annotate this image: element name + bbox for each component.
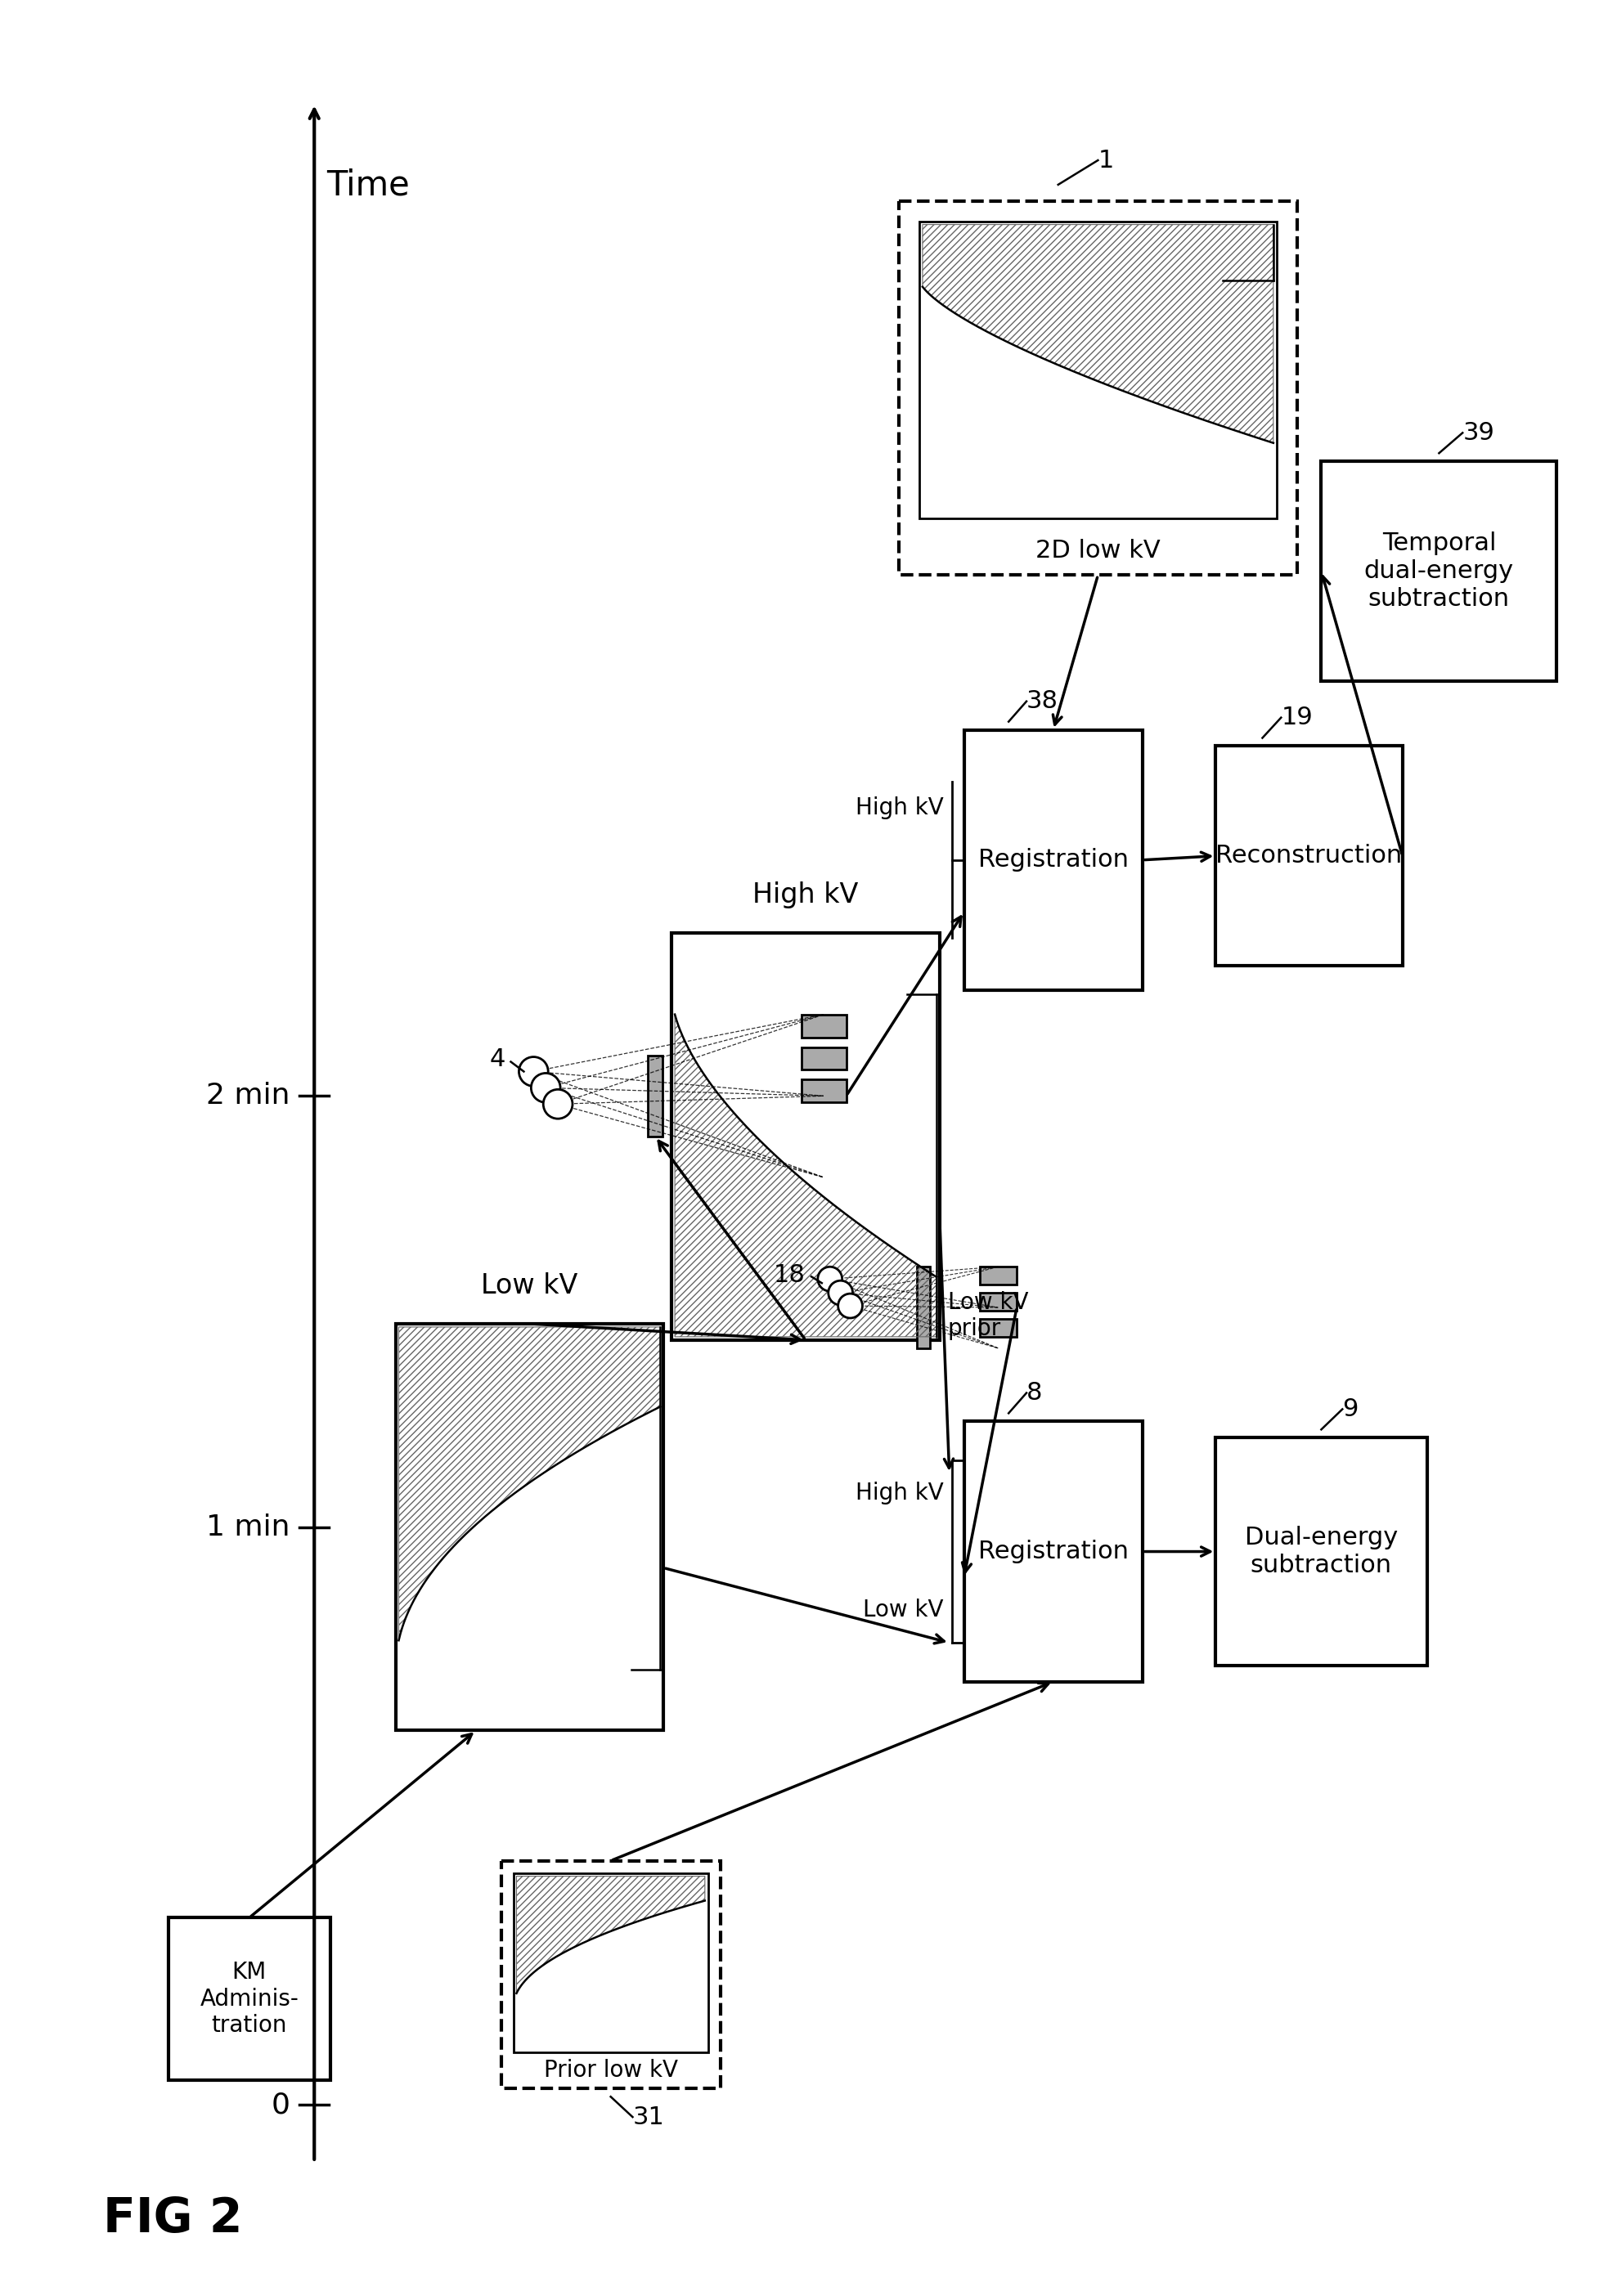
Text: High kV: High kV xyxy=(855,1481,943,1504)
Text: 39: 39 xyxy=(1463,420,1495,445)
Text: 0: 0 xyxy=(272,2092,289,2119)
Text: Low kV: Low kV xyxy=(481,1272,577,1300)
Text: Low kV: Low kV xyxy=(863,1598,943,1621)
Text: Reconstruction: Reconstruction xyxy=(1215,845,1402,868)
Text: Temporal
dual-energy
subtraction: Temporal dual-energy subtraction xyxy=(1364,533,1514,611)
Bar xyxy=(513,1874,708,2053)
Text: High kV: High kV xyxy=(753,882,859,909)
Bar xyxy=(648,1056,662,1137)
Text: KM
Adminis-
tration: KM Adminis- tration xyxy=(200,1961,299,2037)
Text: Time: Time xyxy=(326,168,409,202)
Circle shape xyxy=(544,1088,572,1118)
Text: Low kV
prior: Low kV prior xyxy=(948,1290,1028,1341)
Bar xyxy=(395,1325,664,1731)
Circle shape xyxy=(520,1056,548,1086)
Text: Registration: Registration xyxy=(979,847,1129,872)
Bar xyxy=(672,932,940,1341)
Text: 31: 31 xyxy=(633,2105,665,2128)
Text: 2 min: 2 min xyxy=(206,1081,289,1109)
Text: 9: 9 xyxy=(1343,1398,1358,1421)
Circle shape xyxy=(838,1293,862,1318)
Circle shape xyxy=(817,1267,843,1290)
Bar xyxy=(899,202,1297,576)
Bar xyxy=(916,1267,931,1348)
Text: 4: 4 xyxy=(489,1047,505,1072)
Text: 8: 8 xyxy=(1027,1380,1043,1405)
Bar xyxy=(980,1318,1017,1336)
Bar xyxy=(1215,1437,1426,1665)
Text: Prior low kV: Prior low kV xyxy=(544,2060,678,2082)
Bar xyxy=(980,1267,1017,1286)
Bar xyxy=(168,1917,331,2080)
Bar xyxy=(980,1293,1017,1311)
Circle shape xyxy=(531,1072,560,1102)
Text: 1 min: 1 min xyxy=(206,1513,289,1541)
Text: Registration: Registration xyxy=(979,1541,1129,1564)
Bar xyxy=(964,730,1143,990)
Text: 1: 1 xyxy=(1099,149,1115,172)
Bar xyxy=(500,1860,720,2089)
Text: High kV: High kV xyxy=(855,797,943,820)
Text: 19: 19 xyxy=(1281,705,1313,730)
Bar xyxy=(801,1015,846,1038)
Bar xyxy=(1321,461,1557,682)
Bar xyxy=(801,1047,846,1070)
Text: 18: 18 xyxy=(774,1263,806,1286)
Text: 2D low kV: 2D low kV xyxy=(1036,540,1161,563)
Circle shape xyxy=(828,1281,852,1304)
Text: 38: 38 xyxy=(1027,689,1059,714)
Bar xyxy=(964,1421,1143,1681)
Bar xyxy=(919,220,1276,519)
Text: Dual-energy
subtraction: Dual-energy subtraction xyxy=(1244,1527,1398,1577)
Bar xyxy=(801,1079,846,1102)
Text: FIG 2: FIG 2 xyxy=(102,2195,243,2241)
Bar xyxy=(1215,746,1402,967)
